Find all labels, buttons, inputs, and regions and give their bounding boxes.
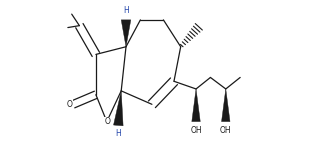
Polygon shape <box>121 20 131 47</box>
Polygon shape <box>192 89 200 122</box>
Polygon shape <box>114 91 123 126</box>
Text: OH: OH <box>220 126 232 135</box>
Text: H: H <box>123 6 129 15</box>
Text: OH: OH <box>190 126 202 135</box>
Text: O: O <box>67 100 72 109</box>
Polygon shape <box>222 89 230 122</box>
Text: H: H <box>115 129 121 138</box>
Text: O: O <box>105 117 111 126</box>
